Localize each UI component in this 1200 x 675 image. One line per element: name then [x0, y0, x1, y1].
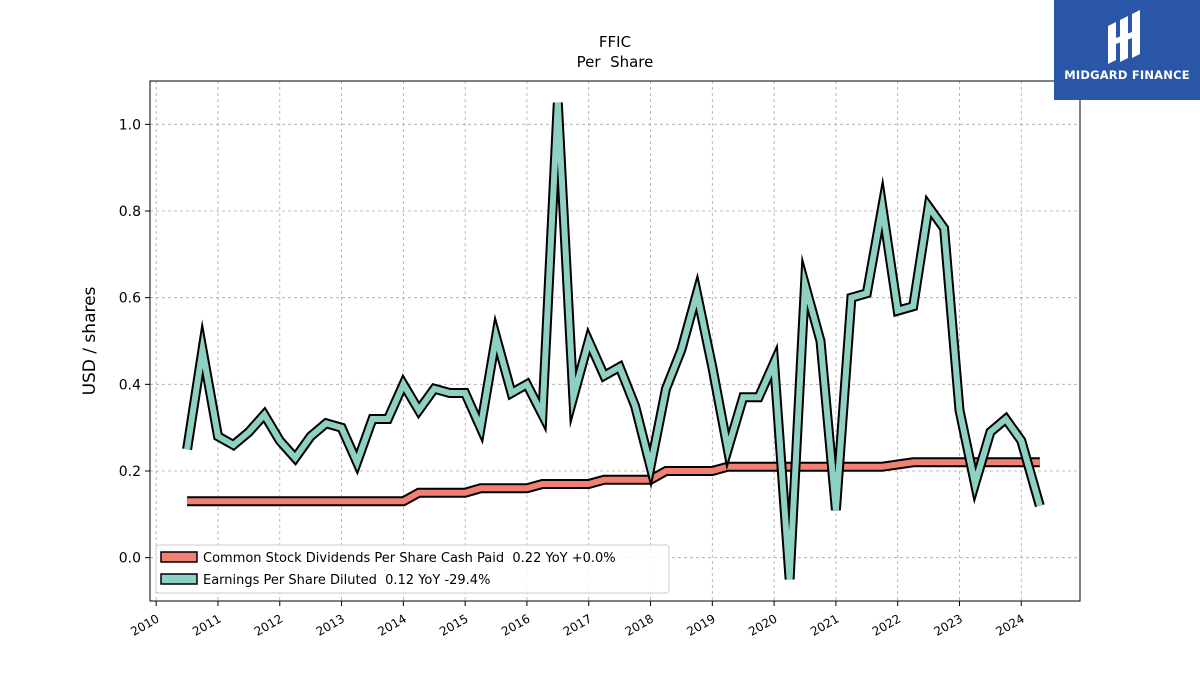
y-tick-label: 1.0 [119, 117, 141, 133]
x-tick-label: 2011 [190, 611, 223, 638]
x-tick-label: 2013 [314, 611, 347, 638]
legend-label-dividends: Common Stock Dividends Per Share Cash Pa… [203, 551, 616, 566]
legend-swatch-dividends [160, 551, 198, 563]
legend: Common Stock Dividends Per Share Cash Pa… [155, 544, 670, 594]
x-tick-label: 2022 [870, 611, 903, 638]
x-tick-label: 2017 [561, 611, 594, 638]
x-tick-label: 2010 [128, 611, 161, 638]
grid [150, 81, 1080, 601]
x-tick-label: 2015 [437, 611, 470, 638]
plot-series [182, 102, 1045, 580]
x-tick-label: 2019 [684, 611, 717, 638]
x-tick-label: 2023 [932, 611, 965, 638]
x-tick-label: 2024 [993, 611, 1026, 638]
series-1 [182, 102, 1045, 580]
legend-swatch-eps [160, 573, 198, 585]
brand-mark-icon [1108, 10, 1140, 64]
plot-frame [149, 80, 1081, 602]
legend-label-eps: Earnings Per Share Diluted 0.12 YoY -29.… [203, 573, 490, 588]
y-tick-label: 0.0 [119, 551, 141, 567]
y-tick-label: 0.8 [119, 204, 141, 220]
chart-subtitle: Per Share [577, 53, 654, 71]
y-tick-label: 0.4 [119, 377, 141, 393]
brand-name: MIDGARD FINANCE [1064, 68, 1190, 82]
series-line [184, 102, 1043, 580]
series-line [187, 459, 1040, 505]
x-tick-label: 2012 [252, 611, 285, 638]
series-0 [187, 457, 1040, 507]
x-tick-label: 2018 [623, 611, 656, 638]
x-tick-label: 2021 [808, 611, 841, 638]
series-outline [182, 102, 1045, 580]
brand-logo: MIDGARD FINANCE [1054, 0, 1200, 100]
chart-title: FFIC [599, 33, 631, 51]
x-tick-label: 2020 [746, 611, 779, 638]
y-tick-label: 0.6 [119, 291, 141, 307]
x-tick-label: 2016 [499, 611, 532, 638]
x-tick-label: 2014 [375, 611, 408, 638]
y-tick-label: 0.2 [119, 464, 141, 480]
y-axis-label: USD / shares [80, 286, 100, 395]
legend-box [155, 544, 670, 594]
